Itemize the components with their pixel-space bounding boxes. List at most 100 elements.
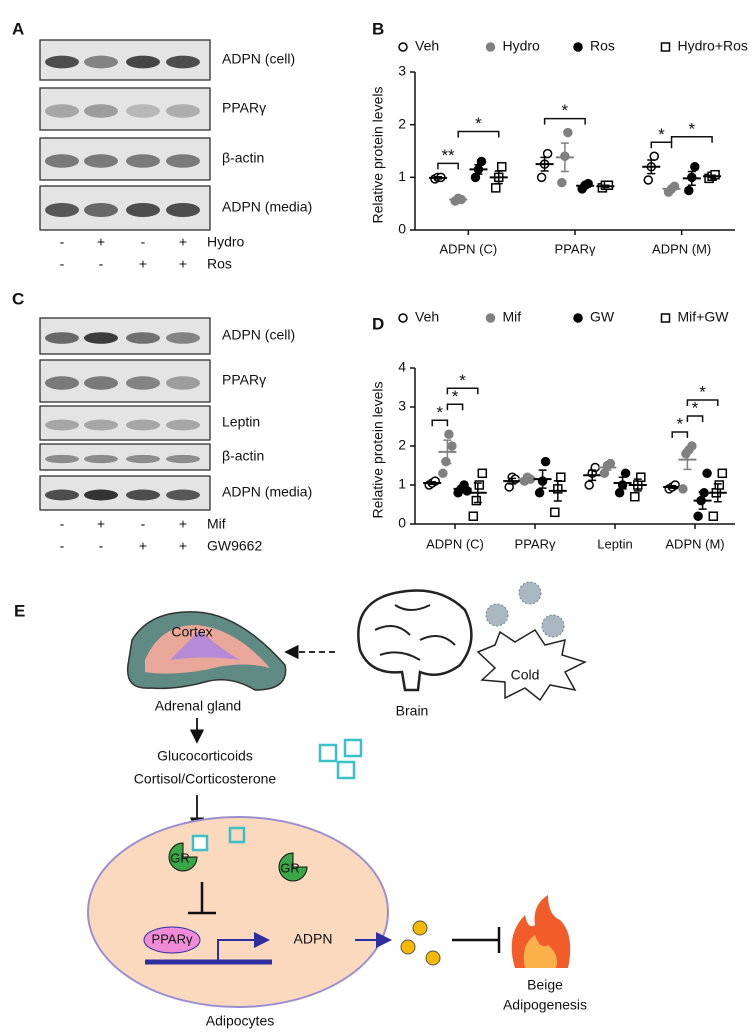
treatment-name: Mif [207, 516, 226, 532]
y-axis-label: Relative protein levels [370, 382, 386, 519]
data-point [534, 488, 545, 498]
error-bar [494, 170, 503, 185]
receptor-icon [278, 852, 308, 882]
virus-icon [518, 581, 542, 605]
adpn-icon [425, 950, 441, 966]
significance-label: * [688, 119, 695, 138]
data-point [563, 127, 573, 138]
error-bar [538, 469, 547, 489]
data-point [693, 511, 703, 521]
blot-band [45, 202, 79, 218]
significance-bracket [686, 399, 719, 406]
blot-label: ADPN (media) [222, 199, 312, 215]
label: Brain [396, 703, 429, 719]
blot-label: ADPN (media) [222, 484, 312, 500]
y-tick-label: 2 [398, 437, 406, 453]
data-point [636, 472, 646, 482]
treatment-sign: - [60, 516, 65, 532]
adpn-icon [400, 939, 416, 955]
treatment-sign: + [179, 256, 187, 272]
data-point [714, 480, 725, 490]
data-point [474, 480, 485, 490]
pparg-icon [143, 926, 201, 954]
y-tick-label: 1 [398, 476, 406, 492]
data-point [444, 429, 454, 440]
hormone-icon [343, 738, 363, 758]
panel-label: D [372, 314, 384, 333]
y-tick-label: 4 [398, 359, 406, 375]
treatment-sign: - [99, 538, 104, 554]
blot-band [45, 154, 79, 168]
legend-label: GW [590, 309, 615, 325]
legend-marker [573, 42, 583, 52]
y-tick-label: 2 [398, 115, 406, 131]
blot-band [166, 104, 200, 118]
panel-label: E [14, 601, 25, 620]
label: GR [170, 850, 190, 865]
label: Cold [511, 667, 540, 683]
blot-band [126, 332, 160, 344]
error-bar [713, 483, 722, 503]
legend-label: Hydro [503, 38, 541, 54]
significance-bracket [446, 387, 479, 395]
blot-band [126, 376, 160, 390]
significance-bracket [686, 415, 704, 422]
error-bar [523, 477, 532, 482]
error-bar [540, 156, 549, 172]
error-bar [560, 142, 569, 173]
error-bar [603, 463, 612, 471]
y-tick-label: 0 [398, 221, 406, 237]
error-bar [618, 476, 627, 490]
significance-bracket [431, 419, 449, 427]
x-tick-label: Leptin [597, 536, 632, 551]
blot-band [45, 376, 79, 390]
blot-band [126, 55, 160, 69]
hormone-icon [228, 826, 246, 844]
blot-band [84, 376, 118, 390]
data-point [471, 495, 482, 506]
legend-label: Veh [415, 309, 439, 325]
significance-label: * [459, 371, 466, 390]
blot-band [84, 489, 118, 501]
blot-band [84, 202, 118, 218]
blot-label: ADPN (cell) [222, 51, 295, 67]
error-bar [428, 481, 437, 485]
blot-band [126, 104, 160, 118]
label: GR [280, 860, 300, 875]
treatment-name: Ros [207, 256, 232, 272]
error-bar [454, 197, 463, 202]
label: Adipogenesis [503, 997, 587, 1013]
treatment-sign: + [139, 538, 147, 554]
data-point [542, 148, 553, 159]
significance-bracket [457, 130, 500, 138]
error-bar [443, 439, 452, 465]
data-point [687, 441, 697, 451]
error-bar [667, 186, 676, 192]
y-tick-label: 3 [398, 63, 406, 79]
data-point [490, 183, 501, 193]
blot-band [45, 489, 79, 501]
data-point [649, 151, 660, 162]
virus-icon [485, 603, 509, 627]
error-bar [433, 176, 442, 180]
blot-band [126, 489, 160, 501]
error-bar [633, 478, 642, 492]
x-tick-label: ADPN (M) [665, 536, 724, 551]
data-point [550, 507, 560, 518]
error-bar [474, 163, 483, 175]
treatment-sign: - [141, 516, 146, 532]
error-bar [683, 449, 692, 471]
x-tick-label: ADPN (C) [439, 241, 497, 256]
legend-marker [660, 313, 671, 323]
data-point [708, 511, 719, 521]
blot-band [84, 154, 118, 168]
treatment-sign: - [141, 234, 146, 250]
hormone-icon [191, 834, 209, 852]
blot-band [84, 332, 118, 344]
adrenal-medulla [170, 630, 240, 660]
data-point [476, 156, 487, 167]
data-point [584, 480, 594, 490]
data-point [496, 162, 507, 172]
blot-band [84, 55, 118, 69]
treatment-sign: + [97, 234, 105, 250]
